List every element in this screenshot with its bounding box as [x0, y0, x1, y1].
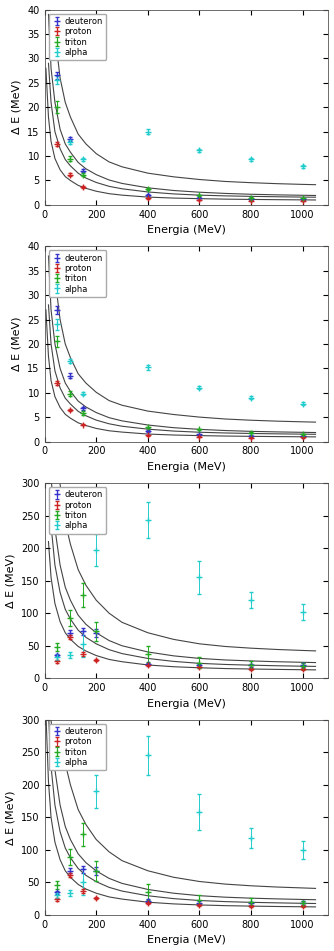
Legend: deuteron, proton, triton, alpha: deuteron, proton, triton, alpha: [49, 250, 106, 297]
Legend: deuteron, proton, triton, alpha: deuteron, proton, triton, alpha: [49, 13, 106, 60]
X-axis label: Energia (MeV): Energia (MeV): [147, 462, 226, 472]
X-axis label: Energia (MeV): Energia (MeV): [147, 699, 226, 708]
X-axis label: Energia (MeV): Energia (MeV): [147, 225, 226, 235]
Y-axis label: Δ E (MeV): Δ E (MeV): [12, 317, 22, 371]
Y-axis label: Δ E (MeV): Δ E (MeV): [6, 790, 16, 844]
Legend: deuteron, proton, triton, alpha: deuteron, proton, triton, alpha: [49, 487, 106, 534]
Y-axis label: Δ E (MeV): Δ E (MeV): [6, 553, 16, 608]
Legend: deuteron, proton, triton, alpha: deuteron, proton, triton, alpha: [49, 724, 106, 770]
Y-axis label: Δ E (MeV): Δ E (MeV): [12, 80, 22, 134]
X-axis label: Energia (MeV): Energia (MeV): [147, 936, 226, 945]
